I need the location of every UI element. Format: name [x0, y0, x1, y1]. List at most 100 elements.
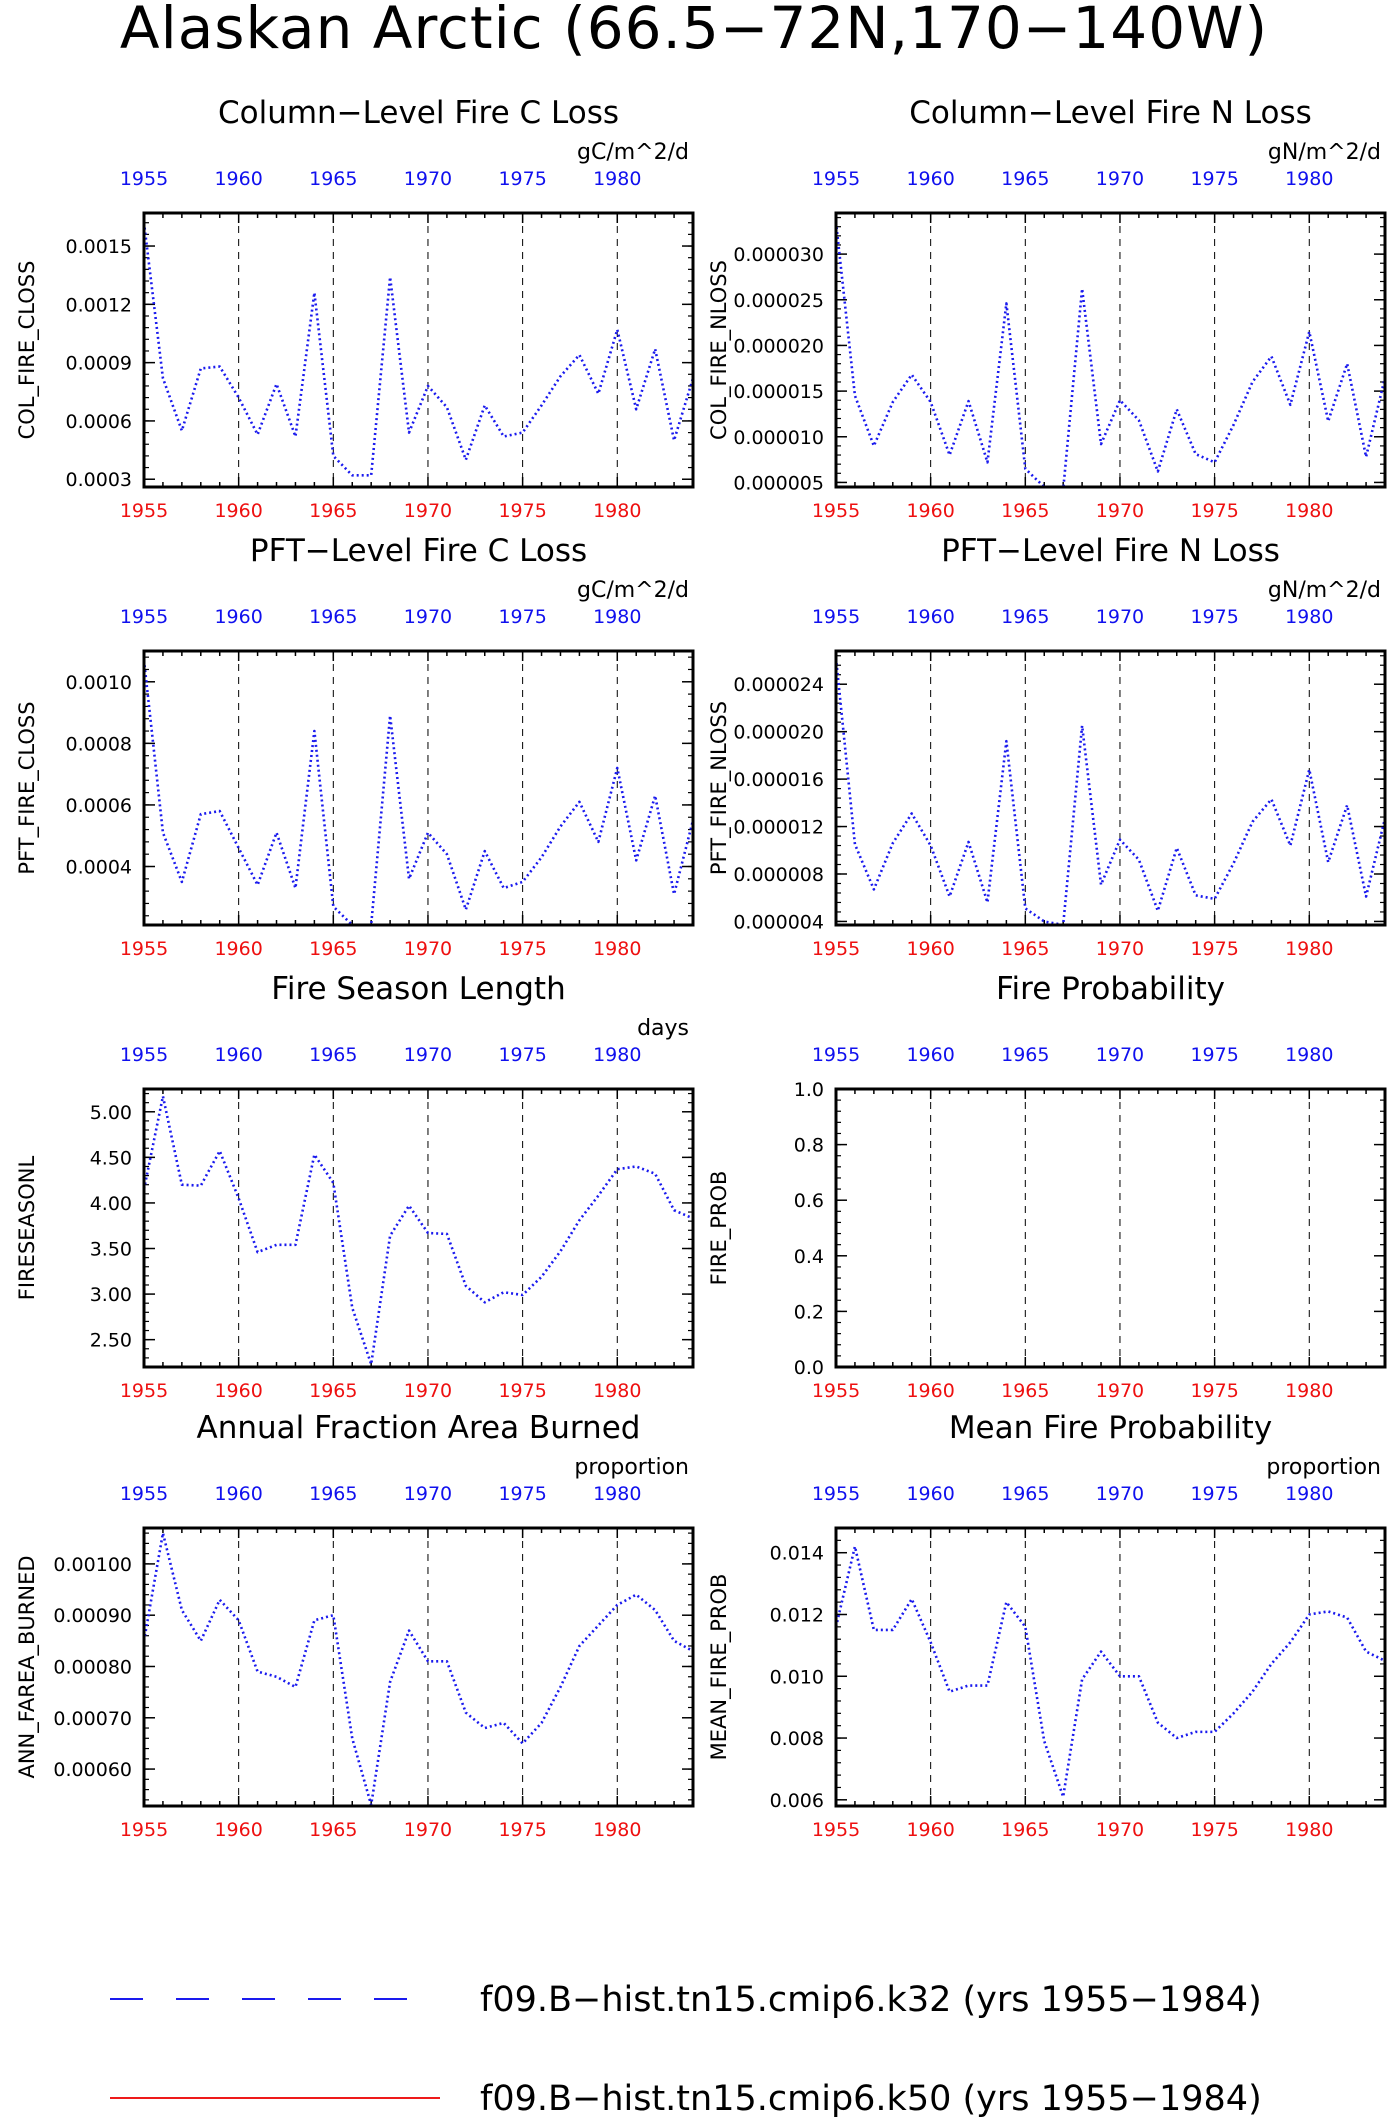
bottom-tick-label: 1960 [906, 938, 954, 960]
bottom-tick-label: 1970 [1096, 1819, 1144, 1841]
bottom-tick-label: 1975 [1190, 500, 1238, 522]
bottom-tick-label: 1975 [1190, 938, 1238, 960]
y-tick-label: 0.0015 [66, 236, 132, 258]
bottom-tick-label: 1965 [1001, 500, 1049, 522]
top-tick-label: 1970 [1096, 1483, 1144, 1505]
panel-title: Column−Level Fire C Loss [218, 95, 619, 131]
y-tick-label: 0.000010 [733, 427, 824, 449]
top-tick-label: 1960 [906, 168, 954, 190]
bottom-tick-label: 1975 [498, 1380, 546, 1402]
legend-label-k32: f09.B−hist.tn15.cmip6.k32 (yrs 1955−1984… [480, 1980, 1262, 2020]
plot-frame [142, 1526, 695, 1808]
y-tick-label: 0.0008 [66, 733, 132, 755]
bottom-tick-label: 1965 [309, 500, 357, 522]
units-label: gN/m^2/d [1268, 578, 1381, 603]
y-tick-label: 0.0006 [66, 411, 132, 433]
y-tick-label: 0.2 [794, 1301, 824, 1323]
y-axis-label: MEAN_FIRE_PROB [707, 1574, 732, 1761]
top-tick-label: 1975 [1190, 1044, 1238, 1066]
y-tick-label: 0.006 [770, 1790, 824, 1812]
chart-panel-8: Mean Fire Probability proportion MEAN_FIRE… [707, 1410, 1387, 1841]
top-tick-label: 1970 [404, 1044, 452, 1066]
top-tick-label: 1965 [309, 1483, 357, 1505]
chart-panel-7: Annual Fraction Area Burned proportion ANN… [15, 1410, 695, 1841]
plot-frame [142, 649, 695, 927]
bottom-tick-label: 1955 [120, 1380, 168, 1402]
top-tick-label: 1980 [593, 1483, 641, 1505]
y-tick-label: 5.00 [90, 1102, 132, 1124]
y-tick-label: 0.000024 [733, 674, 824, 696]
top-tick-label: 1960 [214, 1044, 262, 1066]
bottom-tick-label: 1960 [214, 500, 262, 522]
series-line-k32 [144, 1094, 693, 1366]
bottom-tick-label: 1960 [906, 1819, 954, 1841]
top-tick-label: 1970 [404, 168, 452, 190]
top-tick-label: 1980 [593, 606, 641, 628]
y-axis-label: FIRE_PROB [707, 1171, 732, 1286]
top-tick-label: 1965 [1001, 1044, 1049, 1066]
y-tick-label: 0.0010 [66, 672, 132, 694]
y-tick-label: 0.000004 [733, 911, 824, 933]
y-tick-label: 0.00100 [53, 1554, 132, 1576]
chart-panel-5: Fire Season Length days FIRESEASONL 1955 195… [15, 971, 695, 1402]
top-tick-label: 1955 [120, 606, 168, 628]
chart-panel-6: Fire Probability FIRE_PROB 1955 1955 1960 196… [707, 971, 1387, 1402]
y-tick-label: 0.00070 [53, 1708, 132, 1730]
figure-title: Alaskan Arctic (66.5−72N,170−140W) [120, 0, 1268, 62]
bottom-tick-label: 1955 [120, 500, 168, 522]
y-tick-label: 0.00080 [53, 1656, 132, 1678]
y-tick-label: 0.014 [770, 1543, 824, 1565]
series-line-k32 [144, 222, 693, 477]
top-tick-label: 1970 [1096, 168, 1144, 190]
bottom-tick-label: 1965 [309, 1819, 357, 1841]
top-tick-label: 1980 [1285, 1483, 1333, 1505]
top-tick-label: 1975 [498, 1044, 546, 1066]
y-tick-label: 0.000012 [733, 817, 824, 839]
top-tick-label: 1955 [812, 606, 860, 628]
bottom-tick-label: 1980 [593, 1819, 641, 1841]
units-label: gC/m^2/d [577, 578, 689, 603]
y-tick-label: 0.000030 [733, 244, 824, 266]
series-line-k32 [144, 660, 693, 925]
top-tick-label: 1970 [1096, 606, 1144, 628]
top-tick-label: 1970 [404, 1483, 452, 1505]
bottom-tick-label: 1970 [404, 1380, 452, 1402]
top-tick-label: 1955 [120, 1483, 168, 1505]
bottom-tick-label: 1965 [1001, 1819, 1049, 1841]
bottom-tick-label: 1975 [498, 1819, 546, 1841]
top-tick-label: 1955 [812, 168, 860, 190]
bottom-tick-label: 1955 [120, 1819, 168, 1841]
chart-panel-1: Column−Level Fire C Loss gC/m^2/d COL_FIRE… [15, 95, 695, 522]
chart-panel-2: Column−Level Fire N Loss gN/m^2/d COL_FIRE… [707, 95, 1387, 522]
top-tick-label: 1965 [309, 1044, 357, 1066]
y-axis-label: PFT_FIRE_CLOSS [15, 701, 40, 874]
y-tick-label: 0.000016 [733, 769, 824, 791]
top-tick-label: 1960 [214, 168, 262, 190]
bottom-tick-label: 1965 [309, 938, 357, 960]
y-tick-label: 0.000025 [733, 290, 824, 312]
bottom-tick-label: 1965 [1001, 1380, 1049, 1402]
plot-frame [834, 211, 1387, 489]
y-tick-label: 0.012 [770, 1604, 824, 1626]
bottom-tick-label: 1970 [404, 938, 452, 960]
top-tick-label: 1980 [1285, 168, 1333, 190]
top-tick-label: 1975 [1190, 1483, 1238, 1505]
bottom-tick-label: 1960 [214, 1380, 262, 1402]
bottom-tick-label: 1955 [812, 938, 860, 960]
top-tick-label: 1975 [498, 606, 546, 628]
bottom-tick-label: 1980 [1285, 500, 1333, 522]
bottom-tick-label: 1980 [593, 1380, 641, 1402]
y-tick-label: 1.0 [794, 1079, 824, 1101]
bottom-tick-label: 1975 [1190, 1819, 1238, 1841]
y-tick-label: 2.50 [90, 1330, 132, 1352]
bottom-tick-label: 1970 [404, 500, 452, 522]
bottom-tick-label: 1980 [1285, 938, 1333, 960]
y-tick-label: 0.000020 [733, 722, 824, 744]
top-tick-label: 1955 [120, 1044, 168, 1066]
plot-frame [834, 649, 1387, 927]
y-tick-label: 4.50 [90, 1147, 132, 1169]
bottom-tick-label: 1970 [404, 1819, 452, 1841]
top-tick-label: 1965 [1001, 1483, 1049, 1505]
panel-title: PFT−Level Fire C Loss [250, 533, 587, 569]
bottom-tick-label: 1965 [309, 1380, 357, 1402]
